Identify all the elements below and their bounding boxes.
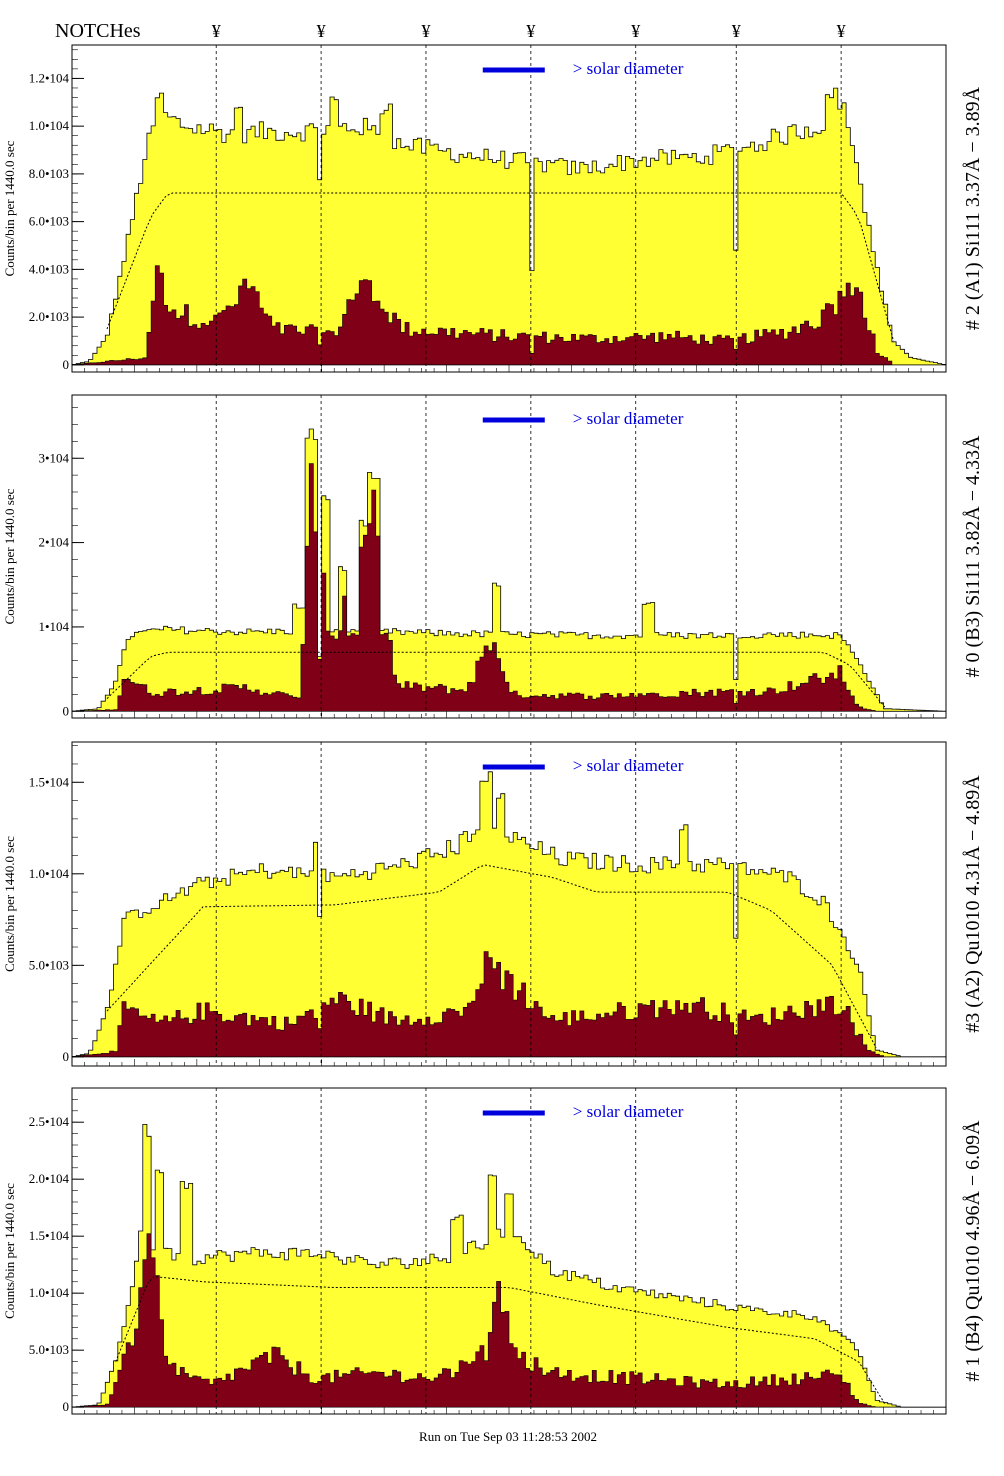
y-tick-label: 2.5•104	[29, 1114, 70, 1129]
model-curve	[115, 1275, 886, 1404]
component-counts-histogram	[71, 1233, 947, 1408]
y-tick-label: 1.0•104	[29, 866, 70, 881]
y-tick-label: 8.0•103	[29, 166, 69, 181]
y-axis-label: Counts/bin per 1440.0 sec	[2, 140, 17, 276]
y-tick-label: 0	[63, 703, 70, 718]
notch-marker-6: ¥	[732, 21, 741, 41]
panel-4: 0 5.0•103 1.0•104 1.5•104 2.0•104 2.5•104 Coun…	[2, 1087, 984, 1415]
component-counts-histogram	[71, 463, 947, 712]
notch-marker-3: ¥	[421, 21, 430, 41]
notch-marker-2: ¥	[317, 21, 326, 41]
y-tick-label: 2.0•103	[29, 309, 69, 324]
panel-right-label: #3 (A2) Qu1010 4.31Å − 4.89Å	[962, 775, 984, 1033]
solar-diameter-label: > solar diameter	[573, 409, 684, 428]
y-tick-label: 3•104	[38, 450, 69, 465]
y-tick-label: 4.0•103	[29, 261, 69, 276]
run-timestamp: Run on Tue Sep 03 11:28:53 2002	[419, 1429, 597, 1444]
panel-1: 0 2.0•103 4.0•103 6.0•103 8.0•103 1.0•104 1.2•…	[2, 44, 984, 373]
total-counts-histogram	[71, 771, 947, 1058]
y-axis-label: Counts/bin per 1440.0 sec	[2, 1183, 17, 1319]
solar-diameter-label: > solar diameter	[573, 1102, 684, 1121]
model-curve	[106, 864, 877, 1048]
y-tick-label: 1.0•104	[29, 118, 70, 133]
notch-marker-4: ¥	[526, 21, 535, 41]
y-tick-label: 1.0•104	[29, 1285, 70, 1300]
y-tick-label: 6.0•103	[29, 214, 69, 229]
notch-marker-5: ¥	[631, 21, 640, 41]
notch-marker-1: ¥	[212, 21, 221, 41]
notch-markers: ¥ ¥ ¥ ¥ ¥ ¥ ¥	[212, 21, 846, 41]
chart-panels: 0 2.0•103 4.0•103 6.0•103 8.0•103 1.0•104 1.2•…	[2, 44, 984, 1415]
panel-right-label: # 0 (B3) Si111 3.82Å − 4.33Å	[962, 435, 984, 678]
panel-2: 0 1•104 2•104 3•104 Counts/bin per 1440.0 se…	[2, 394, 984, 719]
y-tick-label: 2•104	[38, 535, 69, 550]
total-counts-histogram	[71, 1124, 947, 1408]
y-axis-label: Counts/bin per 1440.0 sec	[2, 488, 17, 624]
total-counts-histogram	[71, 428, 947, 712]
total-counts-histogram	[71, 87, 947, 366]
y-tick-label: 0	[63, 357, 70, 372]
model-curve	[106, 651, 886, 708]
solar-diameter-label: > solar diameter	[573, 59, 684, 78]
panel-right-label: # 1 (B4) Qu1010 4.96Å − 6.09Å	[962, 1120, 984, 1382]
y-axis-label: Counts/bin per 1440.0 sec	[2, 836, 17, 972]
y-tick-label: 0	[63, 1399, 70, 1414]
solar-diameter-label: > solar diameter	[573, 756, 684, 775]
component-counts-histogram	[71, 951, 947, 1058]
component-counts-histogram	[71, 265, 947, 366]
y-tick-label: 5.0•103	[29, 957, 69, 972]
y-tick-label: 1.5•104	[29, 774, 70, 789]
y-tick-label: 5.0•103	[29, 1342, 69, 1357]
y-tick-label: 2.0•104	[29, 1171, 70, 1186]
notch-marker-7: ¥	[837, 21, 846, 41]
y-tick-label: 0	[63, 1049, 70, 1064]
notches-label: NOTCHes	[55, 20, 141, 42]
model-curve	[106, 192, 895, 342]
y-tick-label: 1•104	[38, 619, 69, 634]
y-tick-label: 1.5•104	[29, 1228, 70, 1243]
y-tick-label: 1.2•104	[29, 70, 70, 85]
panel-3: 0 5.0•103 1.0•104 1.5•104 Counts/bin per 144…	[2, 741, 984, 1067]
panel-right-label: # 2 (A1) Si111 3.37Å − 3.89Å	[962, 86, 984, 330]
